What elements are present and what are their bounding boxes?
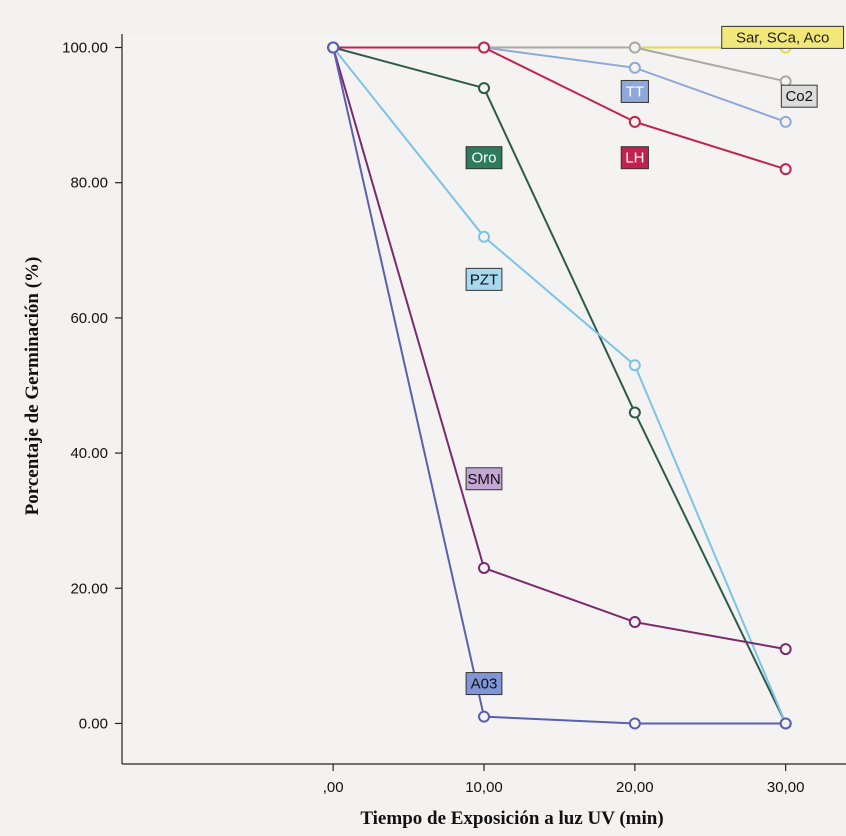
series-label-text: Sar, SCa, Aco — [736, 29, 829, 46]
x-tick-label: ,00 — [323, 779, 344, 796]
data-point — [628, 717, 641, 730]
data-point — [779, 717, 792, 730]
series-label-text: Oro — [471, 150, 496, 167]
x-tick-label: 20,00 — [616, 779, 654, 796]
series-label-text: SMN — [467, 471, 500, 488]
y-tick-label: 100.00 — [62, 40, 108, 57]
series-labels: Sar, SCa, Aco TT Co2 LH Oro PZT SMN A03 — [465, 25, 845, 696]
series-label-box — [465, 146, 503, 170]
y-tick-label: 40.00 — [70, 445, 108, 462]
series-label-text: Co2 — [785, 88, 813, 105]
series-label-text: A03 — [471, 676, 498, 693]
series-line — [332, 47, 786, 725]
series-label: A03 — [465, 672, 503, 696]
x-axis-title: Tiempo de Exposición a luz UV (min) — [360, 808, 663, 829]
series-label-box — [721, 25, 845, 49]
data-point — [628, 61, 641, 74]
data-point — [628, 41, 641, 54]
series-label-text: PZT — [470, 271, 498, 288]
y-axis-title: Porcentaje de Germinación (%) — [22, 257, 43, 516]
y-tick-label: 60.00 — [70, 310, 108, 327]
data-point — [478, 41, 490, 54]
data-point — [779, 163, 792, 176]
series-label: LH — [620, 146, 649, 170]
series-label-box — [620, 146, 649, 170]
series-label-box — [620, 79, 649, 103]
data-point — [779, 115, 792, 128]
series-line — [332, 47, 786, 651]
data-point — [478, 561, 490, 574]
y-tick-label: 0.00 — [79, 715, 108, 732]
data-point — [628, 616, 641, 629]
x-tick-label: 30,00 — [767, 779, 805, 796]
series-line — [333, 46, 786, 171]
series-label: TT — [620, 79, 649, 103]
series-label: PZT — [465, 267, 503, 291]
y-tick-label: 80.00 — [70, 175, 108, 192]
series-label-text: LH — [625, 150, 644, 167]
series-label-box — [780, 84, 818, 108]
series-label-text: TT — [626, 83, 644, 100]
series-layer — [327, 41, 792, 730]
data-point — [628, 359, 641, 372]
data-point — [478, 82, 490, 95]
series-a03 — [327, 41, 792, 730]
data-point — [779, 643, 792, 656]
data-point — [628, 406, 641, 419]
data-point — [628, 115, 641, 128]
series-label: Sar, SCa, Aco — [721, 25, 845, 49]
series-label: Co2 — [780, 84, 818, 108]
plot-area — [122, 34, 846, 764]
series-label-box — [465, 467, 503, 491]
series-label: SMN — [465, 467, 503, 491]
axes: 0.00 20.00 40.00 60.00 80.00 100.00 ,00 10,00 20… — [62, 34, 846, 796]
data-point — [478, 230, 490, 243]
series-line — [332, 46, 787, 724]
data-point — [327, 41, 340, 54]
y-tick-label: 20.00 — [70, 580, 108, 597]
series-label-box — [465, 672, 503, 696]
series-line — [332, 46, 787, 724]
x-tick-label: 10,00 — [465, 779, 503, 796]
series-label: Oro — [465, 146, 503, 170]
data-point — [478, 710, 490, 723]
series-label-box — [465, 267, 503, 291]
